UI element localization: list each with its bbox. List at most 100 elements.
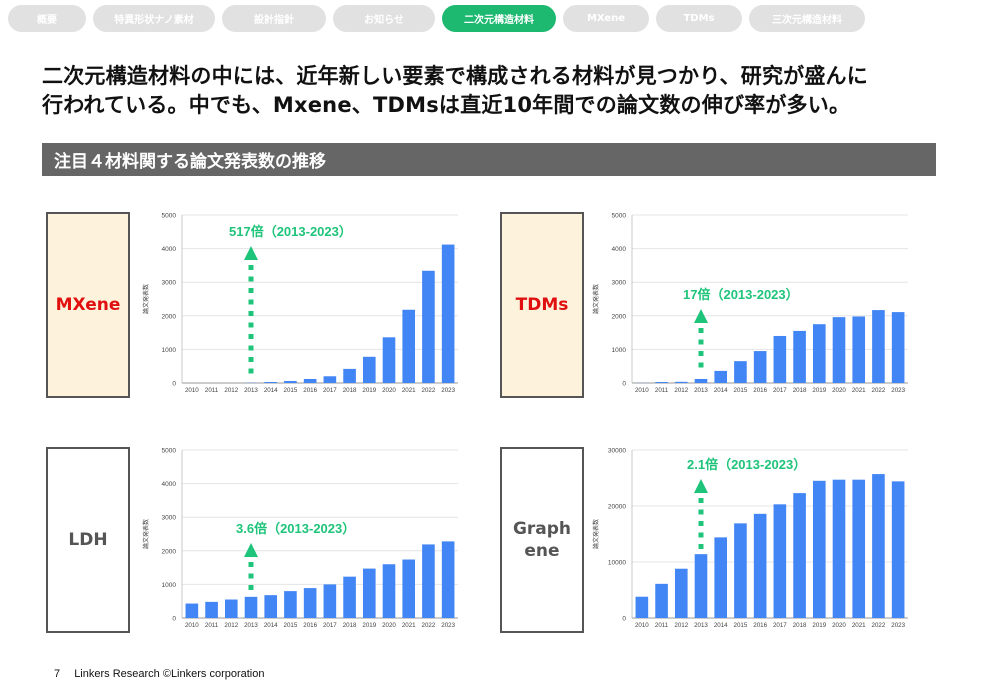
bar [323,376,337,383]
growth-annotation: 2.1倍（2013-2023） [687,457,806,472]
bar [753,513,767,618]
bar [205,601,218,618]
nav-tab-7[interactable]: 三次元構造材料 [749,5,865,32]
x-tick-label: 2017 [323,387,337,394]
x-tick-label: 2010 [635,387,649,394]
nav-tab-1[interactable]: 特異形状ナノ素材 [93,5,215,32]
x-tick-label: 2020 [382,387,396,394]
bar [303,378,317,383]
bar [343,576,356,618]
x-tick-label: 2013 [694,622,708,629]
x-tick-label: 2014 [264,622,278,629]
x-tick-label: 2016 [753,387,767,394]
bar [343,368,356,383]
copyright-text: Linkers Research ©Linkers corporation [74,668,265,680]
nav-tab-4[interactable]: 二次元構造材料 [442,5,556,32]
bar [441,244,455,383]
nav-tab-6[interactable]: TDMs [656,5,742,32]
bar [284,591,297,618]
bar [753,351,767,383]
y-tick-label: 0 [172,381,176,388]
x-tick-label: 2023 [441,387,455,394]
bar [793,493,806,618]
bar [694,554,708,618]
material-label: LDH [68,530,108,550]
y-tick-label: 0 [622,381,626,388]
growth-annotation: 17倍（2013-2023） [683,287,799,302]
footer: 7 Linkers Research ©Linkers corporation [54,668,276,680]
y-tick-label: 1000 [162,347,177,354]
y-tick-label: 0 [622,616,626,623]
x-tick-label: 2014 [264,387,278,394]
x-tick-label: 2019 [812,387,826,394]
x-tick-label: 2020 [382,622,396,629]
bar [655,381,668,383]
x-tick-label: 2017 [773,387,787,394]
y-tick-label: 2000 [162,313,177,320]
y-tick-label: 5000 [612,213,627,220]
bar [734,361,747,383]
y-tick-label: 30000 [608,448,626,455]
x-tick-label: 2018 [793,622,807,629]
x-tick-label: 2010 [635,622,649,629]
y-axis-label: 論文発表数 [592,284,600,314]
y-tick-label: 0 [172,616,176,623]
y-tick-label: 10000 [608,560,626,567]
x-tick-label: 2011 [655,387,669,394]
bar [773,504,787,618]
bar [852,316,866,383]
nav-tab-5[interactable]: MXene [563,5,649,32]
y-tick-label: 5000 [162,213,177,220]
x-tick-label: 2021 [852,387,866,394]
bar [674,568,688,618]
y-tick-label: 20000 [608,504,626,511]
growth-annotation: 517倍（2013-2023） [229,224,352,239]
bar [402,559,416,618]
nav-tab-2[interactable]: 設計指針 [222,5,326,32]
x-tick-label: 2011 [205,387,219,394]
x-tick-label: 2021 [402,622,416,629]
material-label: Graph ene [512,519,572,561]
x-tick-label: 2020 [832,387,846,394]
nav-tab-3[interactable]: お知らせ [333,5,435,32]
x-tick-label: 2012 [674,387,688,394]
x-tick-label: 2013 [244,622,258,629]
y-tick-label: 4000 [162,481,177,488]
x-tick-label: 2016 [303,387,317,394]
x-tick-label: 2019 [362,387,376,394]
y-axis-label: 論文発表数 [142,284,150,314]
x-tick-label: 2023 [891,622,905,629]
x-tick-label: 2011 [655,622,669,629]
bar [635,596,649,618]
y-tick-label: 1000 [612,347,627,354]
headline-line-1: 二次元構造材料の中には、近年新しい要素で構成される材料が見つかり、研究が盛んに [42,64,868,88]
bar [264,595,278,618]
bar [734,523,747,618]
nav-tab-0[interactable]: 概要 [8,5,86,32]
x-tick-label: 2015 [284,622,298,629]
y-tick-label: 3000 [162,515,177,522]
bar [714,537,728,618]
y-tick-label: 2000 [612,313,627,320]
x-tick-label: 2011 [205,622,219,629]
y-axis-label: 論文発表数 [592,519,600,549]
material-label: MXene [55,295,121,315]
growth-annotation: 3.6倍（2013-2023） [236,521,355,536]
x-tick-label: 2021 [402,387,416,394]
x-tick-label: 2012 [224,387,238,394]
x-tick-label: 2019 [812,622,826,629]
x-tick-label: 2022 [422,622,436,629]
material-label: TDMs [515,295,569,315]
y-tick-label: 4000 [612,246,627,253]
x-tick-label: 2015 [734,387,748,394]
top-navigation: 概要 特異形状ナノ素材 設計指針 お知らせ 二次元構造材料 MXene TDMs 三次元構造材… [8,5,865,32]
x-tick-label: 2017 [323,622,337,629]
x-tick-label: 2016 [303,622,317,629]
x-tick-label: 2012 [674,622,688,629]
x-tick-label: 2022 [872,387,886,394]
chart-tdms: 0 1000 2000 3000 4000 5000 論文発表数 2010 2011 2012 20… [590,205,920,404]
bar [891,312,905,383]
bar [852,479,866,618]
bar [773,335,787,383]
bar [655,583,668,618]
